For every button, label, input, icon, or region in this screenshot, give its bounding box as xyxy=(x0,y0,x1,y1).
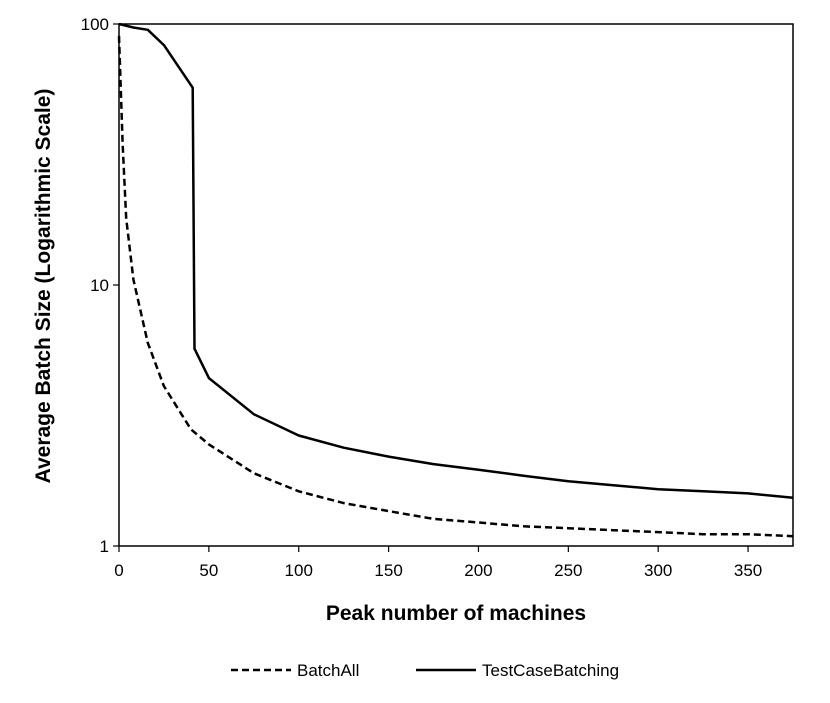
series-line-testcasebatching xyxy=(118,22,794,500)
x-tick-label: 300 xyxy=(644,561,672,580)
y-tick-label: 10 xyxy=(90,276,109,295)
legend-label-testcasebatching: TestCaseBatching xyxy=(482,661,619,680)
x-tick-label: 150 xyxy=(374,561,402,580)
y-axis-title: Average Batch Size (Logarithmic Scale) xyxy=(32,89,55,484)
y-tick-label: 100 xyxy=(81,15,109,34)
x-tick-label: 200 xyxy=(464,561,492,580)
y-tick-label: 1 xyxy=(100,537,109,556)
y-axis: 1 10 100 xyxy=(81,15,119,556)
x-tick-label: 350 xyxy=(734,561,762,580)
series-line-batchall xyxy=(117,35,794,538)
legend-label-batchall: BatchAll xyxy=(297,661,359,680)
x-tick-label: 0 xyxy=(114,561,123,580)
x-tick-label: 50 xyxy=(199,561,218,580)
legend: BatchAll TestCaseBatching xyxy=(231,661,619,680)
x-axis-title: Peak number of machines xyxy=(326,602,586,625)
x-tick-label: 250 xyxy=(554,561,582,580)
x-axis: 0 50 100 150 200 250 300 350 xyxy=(114,546,762,580)
series-layer xyxy=(117,22,794,538)
x-tick-label: 100 xyxy=(285,561,313,580)
